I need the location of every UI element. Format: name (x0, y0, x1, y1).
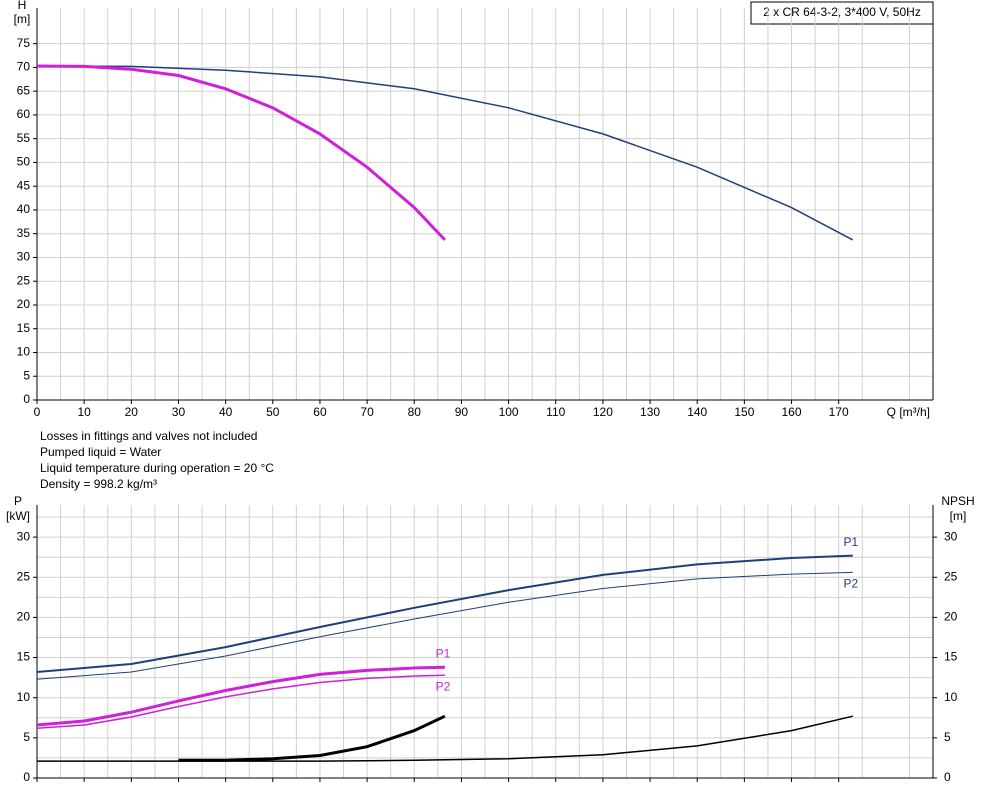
curve (178, 714, 446, 762)
x-tick-label: 130 (640, 405, 660, 419)
y-label: P (14, 494, 22, 508)
y-tick-label: 35 (17, 226, 31, 240)
y-tick-label: 25 (17, 569, 31, 583)
y-tick-label: 30 (17, 250, 31, 264)
curve (36, 65, 854, 241)
x-tick-label: 20 (125, 405, 139, 419)
y-tick-label: 15 (17, 321, 31, 335)
note: Pumped liquid = Water (40, 445, 161, 459)
x-tick-label: 50 (266, 405, 280, 419)
x-tick-label: 110 (546, 405, 565, 419)
chart-title: 2 x CR 64-3-2, 3*400 V, 50Hz (763, 5, 921, 19)
y-tick-label: 15 (17, 650, 31, 664)
curve (36, 64, 446, 241)
y-tick-label: 5 (23, 730, 30, 744)
y-unit: [m] (14, 12, 31, 26)
y-tick-label: 20 (17, 297, 31, 311)
y2-tick-label: 5 (944, 730, 951, 744)
note: Density = 998.2 kg/m³ (40, 477, 157, 491)
y-tick-label: 70 (17, 60, 31, 74)
y2-tick-label: 10 (944, 690, 958, 704)
curve (36, 665, 445, 727)
x-tick-label: 150 (734, 405, 754, 419)
note: Liquid temperature during operation = 20… (40, 461, 274, 475)
x-tick-label: 10 (77, 405, 91, 419)
series-label: P2 (436, 679, 451, 693)
x-tick-label: 160 (782, 405, 802, 419)
x-tick-label: 60 (313, 405, 327, 419)
y-tick-label: 60 (17, 107, 31, 121)
x-tick-label: 40 (219, 405, 233, 419)
y-tick-label: 0 (23, 392, 30, 406)
x-tick-label: 170 (829, 405, 849, 419)
y-tick-label: 50 (17, 155, 31, 169)
y2-tick-label: 15 (944, 650, 958, 664)
curve (36, 674, 445, 729)
curve (37, 715, 853, 762)
y-tick-label: 40 (17, 202, 31, 216)
y-tick-label: 0 (23, 770, 30, 784)
x-label: Q [m³/h] (887, 405, 930, 419)
y-tick-label: 75 (17, 36, 31, 50)
curve (36, 571, 853, 680)
y-tick-label: 20 (17, 610, 31, 624)
y-label: H (18, 0, 27, 12)
y2-label: NPSH (941, 494, 974, 508)
series-label: P1 (843, 535, 858, 549)
y2-tick-label: 30 (944, 529, 958, 543)
y-tick-label: 5 (23, 368, 30, 382)
y-unit: [kW] (6, 509, 30, 523)
x-tick-label: 30 (172, 405, 186, 419)
y-tick-label: 25 (17, 273, 31, 287)
x-tick-label: 80 (408, 405, 422, 419)
x-tick-label: 100 (499, 405, 519, 419)
curve (36, 554, 853, 673)
x-tick-label: 0 (34, 405, 41, 419)
y-tick-label: 55 (17, 131, 31, 145)
y-tick-label: 65 (17, 83, 31, 97)
y-tick-label: 30 (17, 529, 31, 543)
note: Losses in fittings and valves not includ… (40, 429, 257, 443)
x-tick-label: 140 (687, 405, 707, 419)
y2-tick-label: 25 (944, 569, 958, 583)
y2-tick-label: 20 (944, 610, 958, 624)
x-tick-label: 70 (360, 405, 374, 419)
y-tick-label: 45 (17, 178, 31, 192)
x-tick-label: 90 (455, 405, 469, 419)
series-label: P2 (843, 577, 858, 591)
x-tick-label: 120 (593, 405, 613, 419)
series-label: P1 (436, 646, 451, 660)
y2-tick-label: 0 (944, 770, 951, 784)
y-tick-label: 10 (17, 690, 31, 704)
y2-unit: [m] (950, 509, 967, 523)
y-tick-label: 10 (17, 345, 31, 359)
